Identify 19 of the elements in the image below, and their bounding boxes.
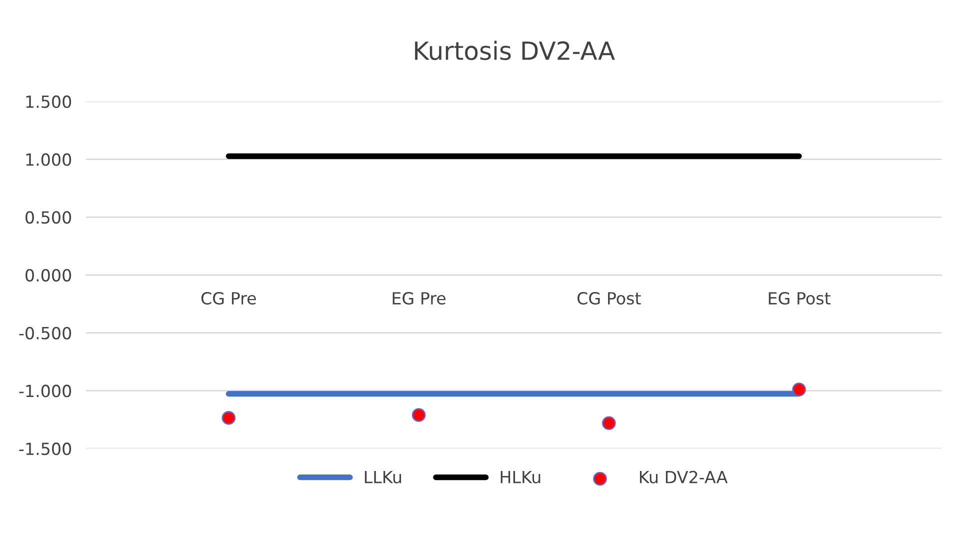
y-tick-label: -1.000 bbox=[19, 384, 72, 398]
y-tick-label: -0.500 bbox=[19, 326, 72, 340]
legend-label: Ku DV2-AA bbox=[640, 470, 728, 484]
x-tick-label: CG Pre bbox=[201, 292, 256, 305]
point bbox=[412, 408, 426, 422]
y-tick-label: -1.500 bbox=[19, 442, 72, 456]
y-tick-label: 1.000 bbox=[26, 153, 72, 166]
x-tick-label: EG Pre bbox=[392, 292, 446, 305]
x-tick-label: CG Post bbox=[578, 292, 641, 305]
legend-label: HLKu bbox=[500, 471, 540, 484]
chart-title: Kurtosis DV2-AA bbox=[415, 40, 615, 60]
y-tick-label: 1.500 bbox=[26, 95, 72, 108]
legend-label: LLKu bbox=[364, 471, 402, 484]
y-tick-label: 0.000 bbox=[26, 268, 72, 282]
point bbox=[792, 382, 806, 396]
x-tick-label: EG Post bbox=[768, 292, 830, 305]
point bbox=[602, 416, 616, 430]
y-tick-label: 0.500 bbox=[26, 211, 72, 224]
point bbox=[222, 410, 236, 425]
